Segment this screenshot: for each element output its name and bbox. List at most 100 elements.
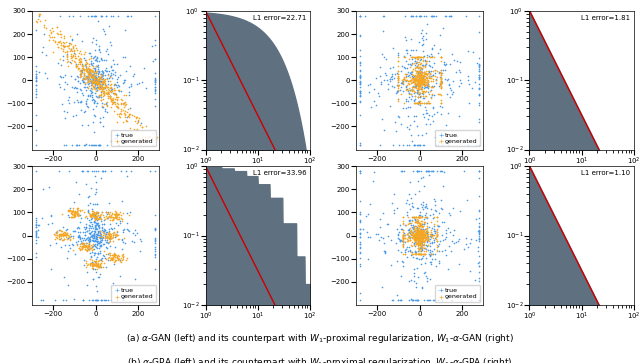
- true: [89, 99, 99, 105]
- true: [415, 142, 425, 148]
- true: [84, 50, 94, 56]
- true: [362, 234, 372, 240]
- true: [92, 245, 102, 251]
- true: [406, 47, 416, 53]
- true: [105, 231, 115, 237]
- generated: [393, 74, 403, 80]
- generated: [397, 244, 408, 249]
- true: [410, 56, 420, 61]
- true: [84, 68, 94, 74]
- generated: [407, 239, 417, 245]
- generated: [417, 233, 428, 239]
- generated: [88, 212, 99, 217]
- generated: [415, 72, 425, 78]
- generated: [413, 65, 423, 71]
- true: [412, 168, 422, 174]
- generated: [109, 211, 119, 217]
- true: [409, 240, 419, 245]
- true: [76, 240, 86, 246]
- true: [410, 249, 420, 255]
- generated: [415, 242, 426, 248]
- true: [86, 142, 97, 148]
- generated: [414, 246, 424, 252]
- true: [474, 208, 484, 214]
- true: [90, 226, 100, 232]
- generated: [420, 63, 430, 69]
- true: [420, 168, 431, 174]
- generated: [409, 76, 419, 82]
- true: [81, 61, 92, 67]
- generated: [88, 79, 99, 85]
- generated: [413, 239, 423, 245]
- generated: [419, 242, 429, 248]
- generated: [82, 60, 92, 66]
- generated: [397, 232, 408, 238]
- true: [115, 273, 125, 278]
- true: [84, 236, 94, 242]
- true: [88, 70, 99, 76]
- true: [388, 45, 398, 51]
- generated: [413, 240, 423, 246]
- true: [461, 241, 471, 246]
- true: [440, 13, 451, 19]
- true: [84, 243, 94, 249]
- true: [94, 79, 104, 85]
- true: [86, 244, 97, 250]
- true: [355, 13, 365, 19]
- true: [422, 117, 433, 122]
- generated: [95, 264, 105, 269]
- true: [91, 77, 101, 82]
- generated: [93, 77, 103, 83]
- true: [355, 198, 365, 204]
- generated: [88, 71, 99, 77]
- true: [93, 232, 103, 237]
- true: [124, 228, 134, 233]
- generated: [403, 230, 413, 236]
- generated: [393, 73, 403, 79]
- generated: [75, 58, 85, 64]
- generated: [88, 83, 98, 89]
- Text: (a) $\alpha$-GAN (left) and its counterpart with $W_1$-proximal regularization, : (a) $\alpha$-GAN (left) and its counterp…: [126, 332, 514, 345]
- generated: [86, 212, 97, 217]
- generated: [111, 216, 121, 221]
- true: [31, 86, 42, 92]
- generated: [83, 72, 93, 78]
- generated: [436, 76, 446, 82]
- generated: [412, 234, 422, 240]
- generated: [138, 134, 148, 140]
- true: [451, 69, 461, 75]
- generated: [415, 75, 425, 81]
- true: [413, 256, 424, 262]
- true: [61, 297, 72, 303]
- true: [441, 252, 451, 258]
- generated: [87, 212, 97, 218]
- true: [83, 78, 93, 83]
- true: [377, 284, 387, 290]
- generated: [86, 82, 97, 87]
- true: [426, 73, 436, 79]
- true: [85, 237, 95, 243]
- true: [474, 297, 484, 303]
- generated: [412, 236, 422, 242]
- true: [474, 259, 484, 265]
- generated: [96, 92, 106, 98]
- true: [407, 79, 417, 85]
- generated: [397, 238, 408, 244]
- true: [434, 258, 444, 264]
- true: [415, 83, 425, 89]
- generated: [436, 54, 446, 60]
- true: [406, 228, 416, 233]
- generated: [433, 91, 443, 97]
- true: [95, 229, 105, 234]
- generated: [70, 213, 80, 219]
- true: [355, 93, 365, 99]
- true: [403, 98, 413, 104]
- true: [418, 62, 428, 68]
- true: [96, 237, 106, 242]
- true: [408, 254, 419, 260]
- generated: [424, 75, 434, 81]
- true: [87, 232, 97, 238]
- generated: [408, 54, 419, 60]
- true: [421, 107, 431, 113]
- generated: [141, 123, 151, 129]
